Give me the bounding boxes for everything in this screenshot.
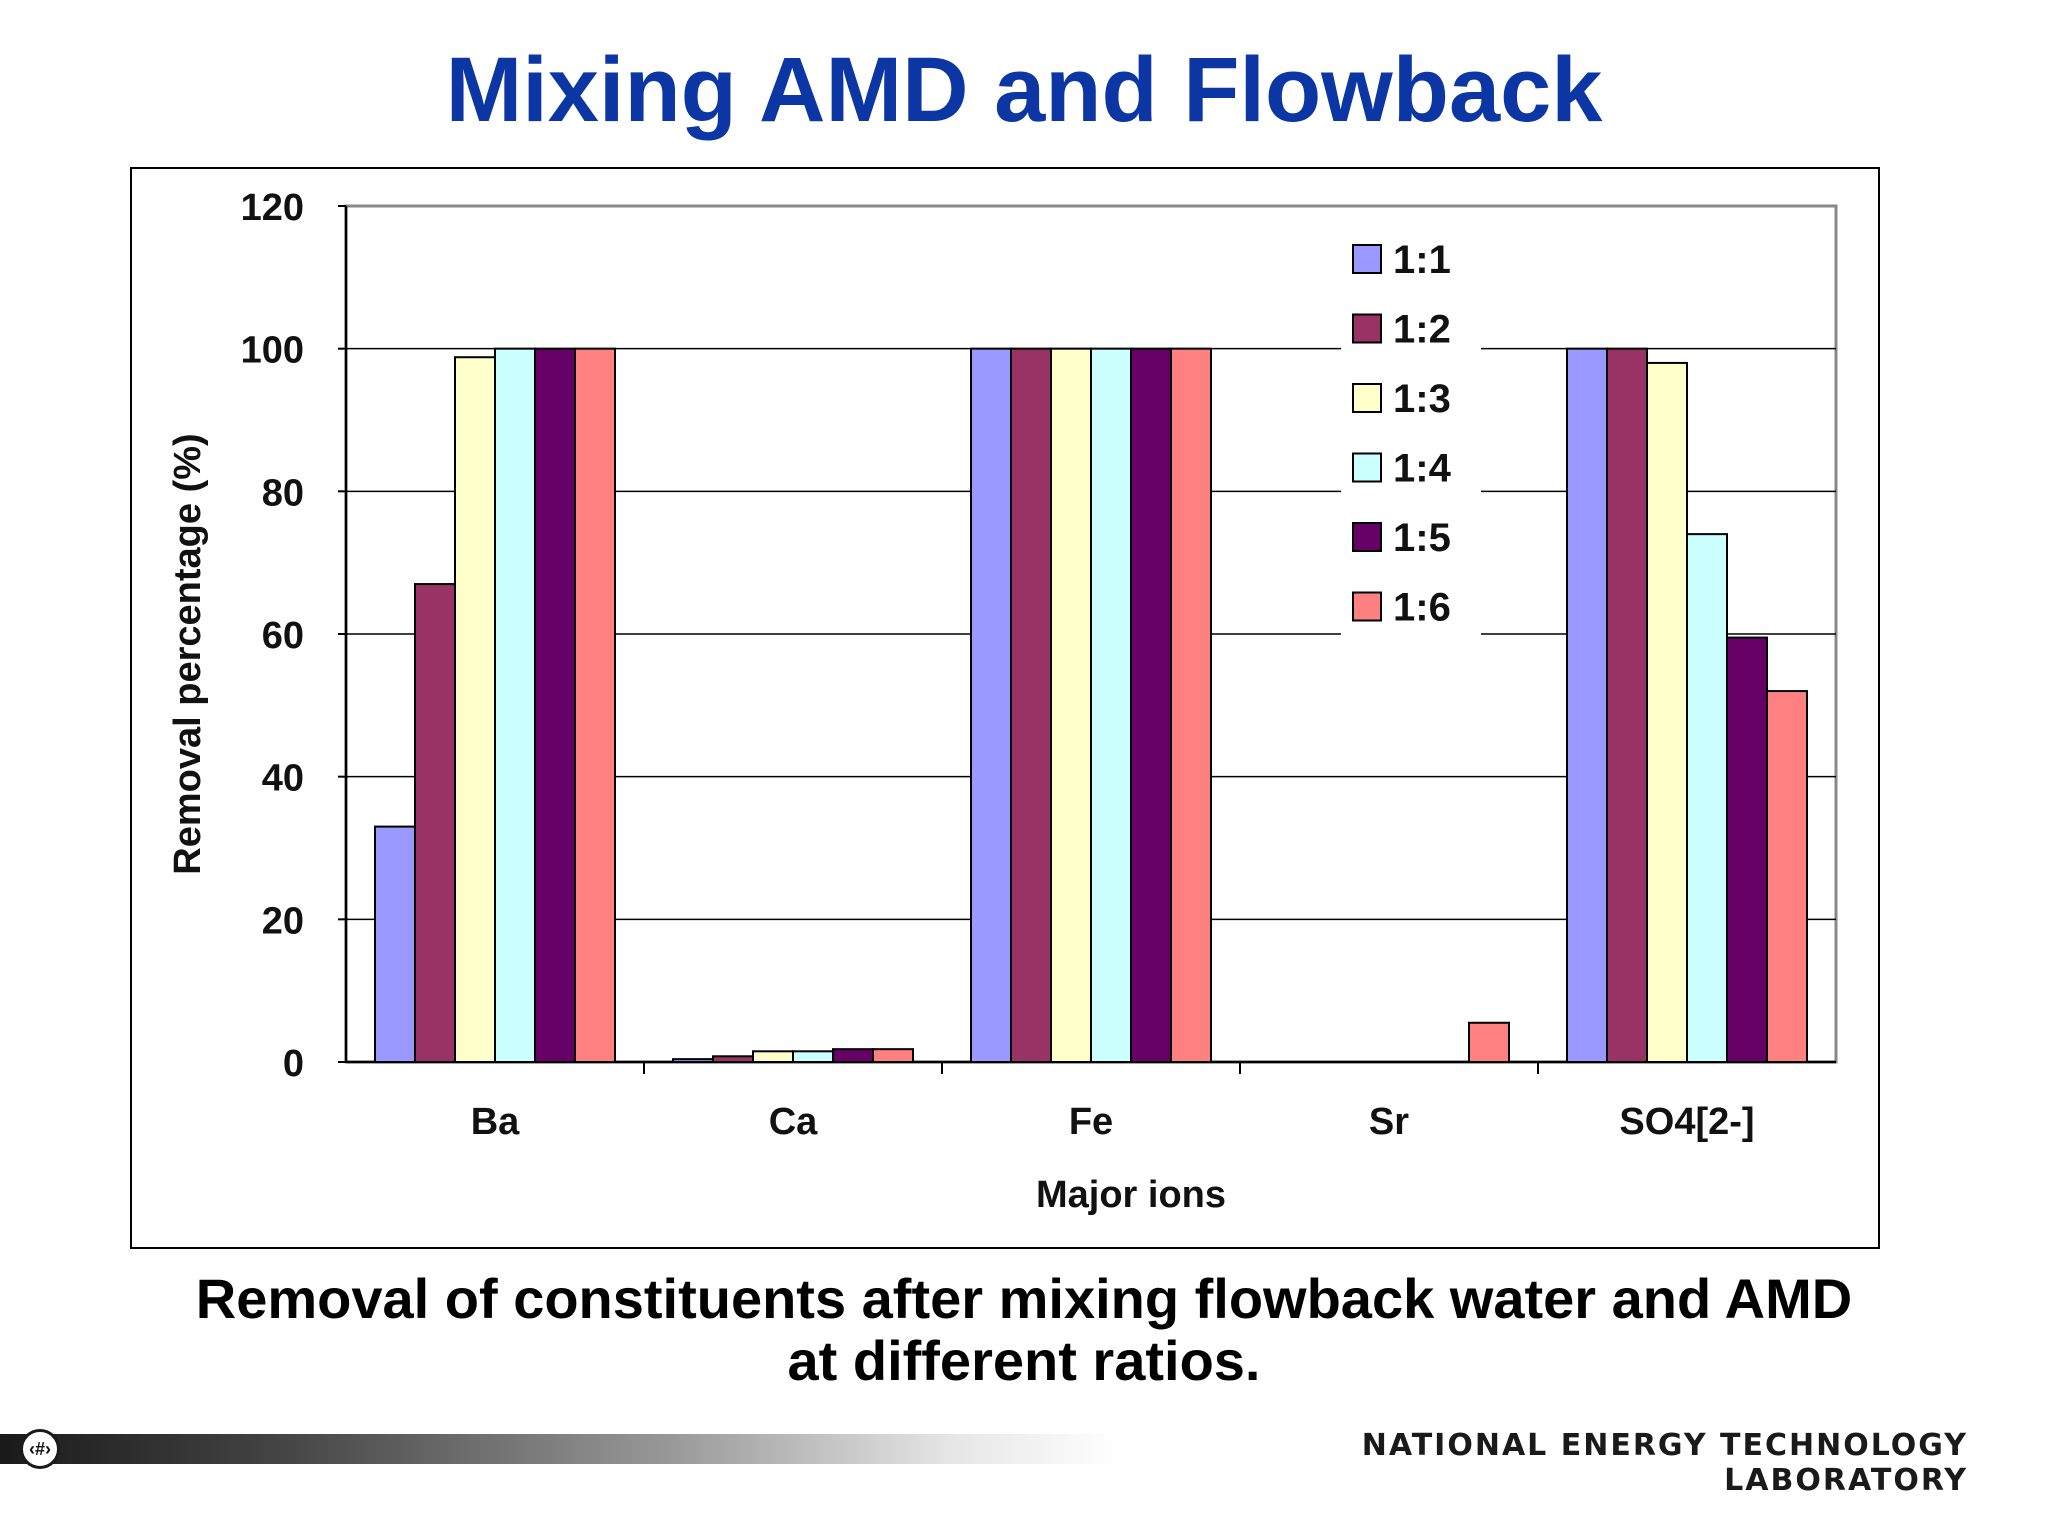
x-tick-label: SO4[2-]: [1619, 1101, 1754, 1143]
bar: [712, 1055, 754, 1064]
bar: [832, 1048, 874, 1063]
legend-label: 1:4: [1393, 447, 1452, 491]
x-tick-label: Ca: [769, 1101, 818, 1143]
x-tick-label: Ba: [471, 1101, 520, 1143]
bar-chart: 0 20 40 60 80 100 120 Ba Ca Fe Sr SO4[2-] Major ions…: [167, 187, 1838, 1216]
legend-label: 1:5: [1393, 516, 1451, 560]
bar: [1646, 361, 1688, 1063]
legend-swatch: [1352, 591, 1382, 622]
y-tick-label: 120: [241, 187, 304, 229]
bar: [792, 1050, 834, 1063]
legend-swatch: [1352, 244, 1382, 274]
bar: [494, 347, 536, 1063]
bar: [1170, 347, 1212, 1063]
bar: [1726, 636, 1768, 1063]
y-tick-label: 20: [262, 900, 304, 942]
x-tick-label: Fe: [1069, 1101, 1113, 1143]
organization-logo-text: NATIONAL ENERGY TECHNOLOGY LABORATORY: [1361, 1428, 1968, 1498]
bar: [672, 1058, 714, 1064]
x-axis-label: Major ions: [1036, 1174, 1226, 1216]
page-number-badge: ‹#›: [20, 1429, 60, 1469]
y-tick-label: 40: [262, 758, 304, 800]
bar: [534, 347, 576, 1063]
chart-frame: 0 20 40 60 80 100 120 Ba Ca Fe Sr SO4[2-] Major ions…: [130, 167, 1880, 1249]
y-tick-label: 0: [283, 1043, 304, 1085]
x-tick-label: Sr: [1369, 1101, 1409, 1143]
bar: [1468, 1021, 1510, 1063]
legend-swatch: [1352, 522, 1382, 552]
y-axis-label: Removal percentage (%): [167, 433, 209, 874]
bar: [454, 356, 496, 1063]
bar: [1686, 533, 1728, 1063]
legend-label: 1:3: [1393, 377, 1451, 421]
bar: [1606, 347, 1648, 1063]
bar: [1566, 347, 1608, 1063]
footer-bar: [0, 1434, 1120, 1464]
bar: [574, 347, 616, 1063]
legend-label: 1:1: [1393, 238, 1451, 282]
legend-box: [1341, 215, 1481, 646]
bar: [752, 1050, 794, 1063]
bar: [1050, 347, 1092, 1063]
caption-line-1: Removal of constituents after mixing flo…: [195, 1267, 1853, 1330]
y-tick-label: 60: [262, 615, 304, 657]
bar: [1090, 347, 1132, 1063]
bar: [414, 583, 456, 1063]
bar: [872, 1048, 914, 1063]
chart-caption: Removal of constituents after mixing flo…: [0, 1268, 2048, 1392]
legend-swatch: [1352, 313, 1382, 344]
y-tick-label: 100: [241, 330, 304, 372]
bar: [374, 825, 416, 1063]
bar: [1766, 690, 1808, 1063]
legend-swatch: [1352, 452, 1382, 483]
y-tick-label: 80: [262, 472, 304, 514]
legend-label: 1:2: [1393, 308, 1451, 352]
caption-line-2: at different ratios.: [787, 1329, 1261, 1392]
bar: [1130, 347, 1172, 1063]
slide-title: Mixing AMD and Flowback: [445, 39, 1603, 141]
bar: [1010, 347, 1052, 1063]
bar: [970, 347, 1012, 1063]
legend-label: 1:6: [1393, 586, 1451, 630]
legend-swatch: [1352, 383, 1382, 413]
